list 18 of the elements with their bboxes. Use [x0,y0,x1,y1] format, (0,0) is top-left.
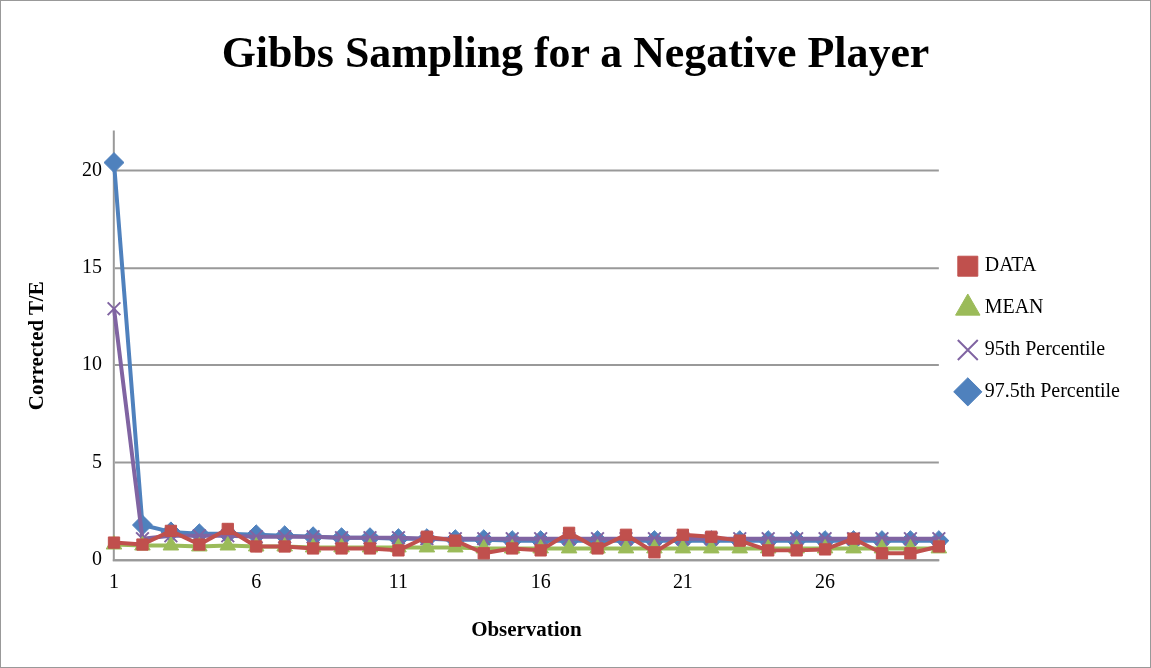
x-tick-label: 26 [815,570,836,593]
y-axis-title: Corrected T/E [23,281,48,411]
legend-label: MEAN [984,295,1044,318]
y-tick-label: 15 [82,255,103,278]
y-tick-label: 10 [82,352,103,375]
legend-label: 97.5th Percentile [984,379,1121,402]
x-tick-label: 21 [672,570,693,593]
y-tick-label: 5 [92,449,103,472]
x-tick-label: 16 [530,570,551,593]
x-axis-title: Observation [471,616,583,641]
x-tick-label: 1 [109,570,119,593]
legend-label: 95th Percentile [984,337,1106,360]
chart-title: Gibbs Sampling for a Negative Player [221,27,930,76]
y-tick-label: 0 [92,547,103,570]
x-tick-label: 6 [251,570,262,593]
y-tick-label: 20 [82,157,103,180]
legend-label: DATA [984,253,1037,276]
x-tick-label: 11 [388,570,409,593]
